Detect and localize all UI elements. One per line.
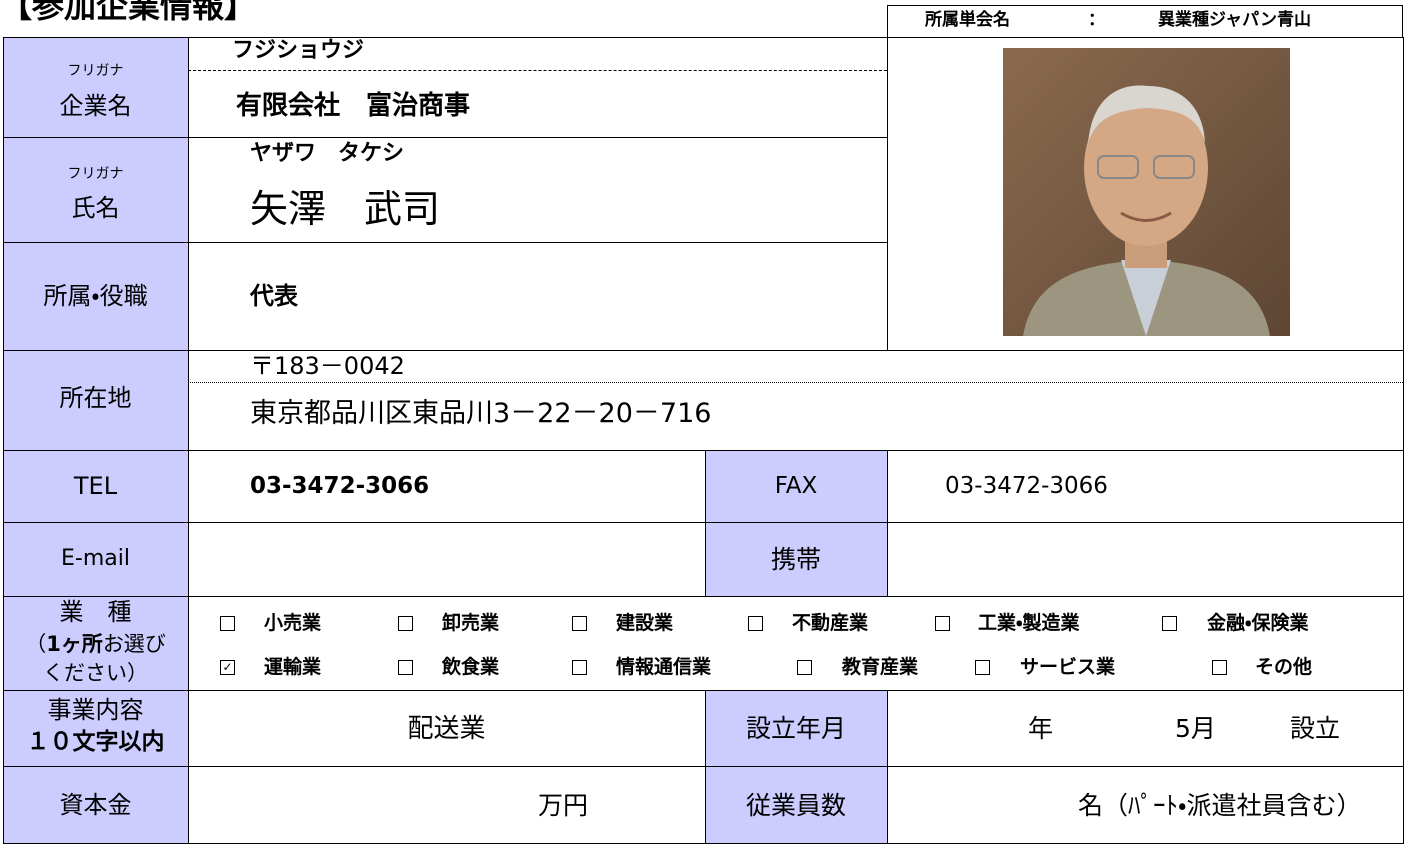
- option-label: 不動産業: [792, 612, 869, 634]
- note-bold: 1ヶ所: [46, 632, 103, 656]
- employees-unit: 名（ﾊﾟｰﾄ・派遣社員含む）: [1078, 791, 1362, 820]
- label: 所在地: [59, 384, 132, 412]
- person-kana: ヤザワ タケシ: [250, 141, 405, 166]
- cell: [188, 137, 888, 243]
- position-value: 代表: [250, 282, 298, 310]
- note-open: （: [25, 632, 47, 656]
- label-kana: フリガナ: [67, 63, 124, 79]
- cell: [188, 350, 1404, 451]
- founded-month: 5月: [1175, 714, 1216, 743]
- option-label: サービス業: [1020, 656, 1116, 678]
- postal-code: 〒183－0042: [250, 352, 405, 380]
- cell: [887, 690, 1404, 767]
- label: 事業内容: [47, 696, 144, 724]
- label-cell: [3, 350, 189, 451]
- page-title: 【参加企業情報】: [0, 0, 257, 25]
- checkbox: [935, 616, 950, 631]
- dotted-divider: [188, 382, 1403, 383]
- label: 所属・役職: [43, 282, 148, 310]
- label: 携帯: [770, 545, 821, 574]
- label-cell: [3, 450, 189, 523]
- unit-label: 所属単会名: [925, 10, 1010, 30]
- checkbox: [398, 616, 413, 631]
- checkbox: ✓: [220, 660, 235, 675]
- label: E-mail: [61, 546, 130, 571]
- capital-unit: 万円: [538, 791, 589, 820]
- cell: [188, 450, 706, 523]
- photo: [1003, 48, 1290, 336]
- label-cell: [3, 137, 189, 243]
- label-cell: [3, 596, 189, 691]
- label-cell: [3, 242, 189, 351]
- fax-value: 03-3472-3066: [945, 473, 1108, 499]
- label: 従業員数: [745, 791, 846, 820]
- label-cell: [705, 450, 888, 523]
- checkbox: [220, 616, 235, 631]
- option-label: その他: [1255, 656, 1313, 678]
- option-label: 建設業: [616, 612, 674, 634]
- label-cell: [705, 766, 888, 844]
- label: FAX: [774, 473, 818, 499]
- checkbox: [572, 616, 587, 631]
- checkbox: [572, 660, 587, 675]
- label-note: ください）: [43, 661, 148, 685]
- checkbox: [797, 660, 812, 675]
- cell: [887, 522, 1404, 597]
- option-label: 工業・製造業: [978, 612, 1080, 634]
- cell: [188, 37, 888, 138]
- label-cell: [3, 766, 189, 844]
- label: 業 種: [59, 598, 132, 626]
- checkbox: [748, 616, 763, 631]
- label-cell: [705, 522, 888, 597]
- label-kana: フリガナ: [67, 166, 124, 182]
- cell: [188, 766, 706, 844]
- cell: [887, 450, 1404, 523]
- founded-suffix: 設立: [1290, 714, 1341, 743]
- option-label: 飲食業: [442, 656, 500, 678]
- business-value: 配送業: [407, 714, 486, 744]
- label: 氏名: [71, 194, 120, 222]
- cell: [188, 596, 1404, 691]
- unit-sep: ：: [1088, 10, 1105, 30]
- label-note: （1ヶ所お選び: [3, 634, 188, 655]
- option-label: 教育産業: [842, 656, 919, 678]
- label-cell: [3, 522, 189, 597]
- option-label: 運輸業: [264, 656, 322, 678]
- company-name: 有限会社 富治商事: [236, 91, 471, 121]
- cell: [188, 522, 706, 597]
- tel-value: 03-3472-3066: [250, 473, 430, 499]
- checkbox: [398, 660, 413, 675]
- checkbox: [1212, 660, 1227, 675]
- founded-year-unit: 年: [1028, 714, 1054, 743]
- address-value: 東京都品川区東品川3－22－20－716: [250, 398, 712, 429]
- label: 資本金: [59, 791, 132, 819]
- company-kana: フジショウジ: [232, 38, 365, 63]
- checkbox: [1162, 616, 1177, 631]
- label-note: １０文字以内: [26, 729, 165, 755]
- option-label: 金融・保険業: [1207, 612, 1309, 634]
- label: TEL: [73, 472, 118, 500]
- label: 企業名: [59, 92, 132, 120]
- option-label: 卸売業: [442, 612, 500, 634]
- note-rest: お選び: [102, 632, 166, 656]
- person-name: 矢澤 武司: [250, 187, 441, 231]
- option-label: 情報通信業: [616, 656, 712, 678]
- checkbox: [975, 660, 990, 675]
- label: 設立年月: [745, 714, 846, 743]
- unit-name: 異業種ジャパン青山: [1158, 10, 1311, 30]
- option-label: 小売業: [264, 612, 322, 634]
- dashed-divider: [188, 70, 887, 71]
- label-cell: [3, 37, 189, 138]
- unit-box: [887, 5, 1403, 38]
